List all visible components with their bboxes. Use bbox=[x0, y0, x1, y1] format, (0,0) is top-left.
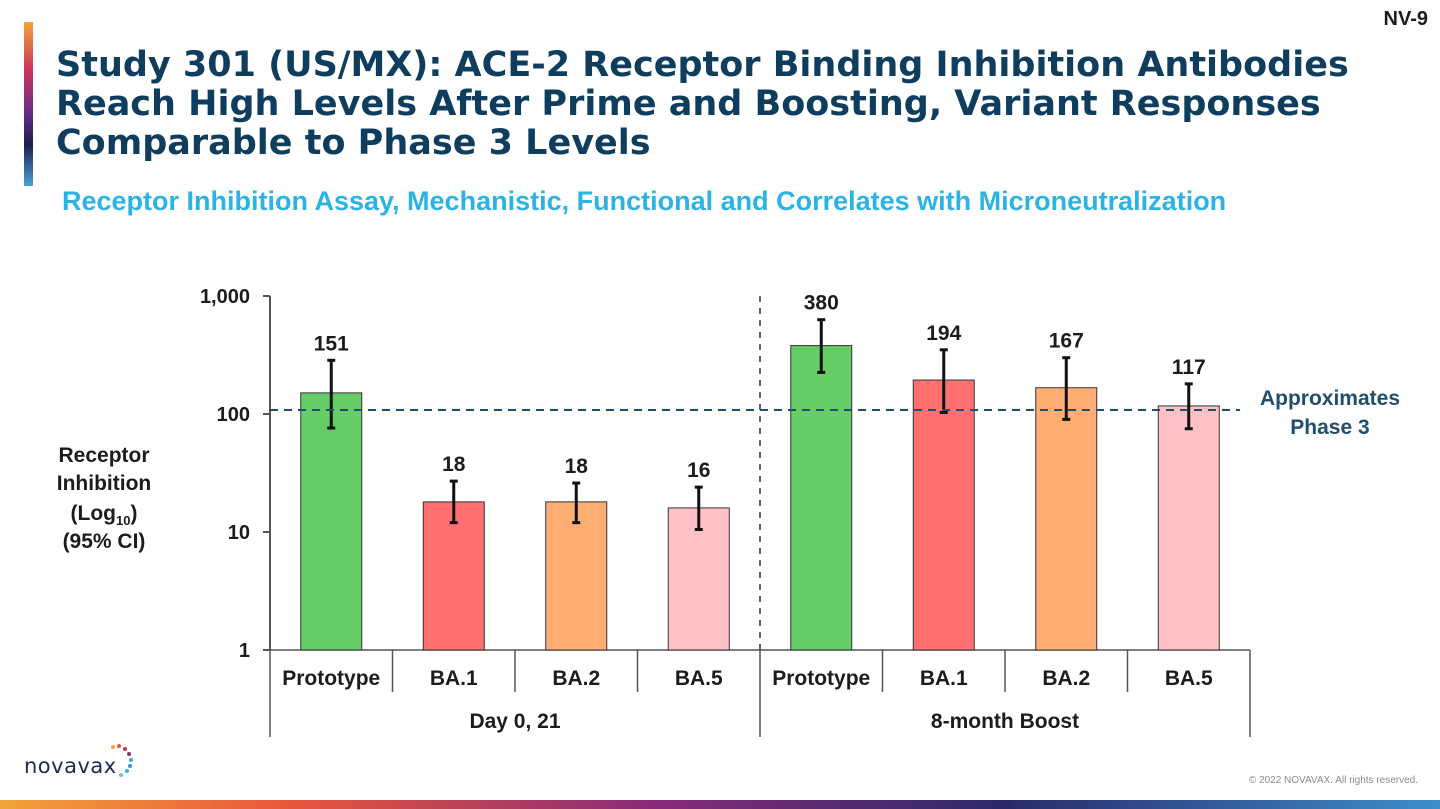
chart-bars bbox=[300, 318, 1220, 651]
title-line-2: Reach High Levels After Prime and Boosti… bbox=[56, 84, 1321, 124]
group-label: 8-month Boost bbox=[931, 710, 1079, 733]
category-label: BA.2 bbox=[552, 667, 600, 690]
category-label: BA.5 bbox=[1165, 667, 1213, 690]
y-axis-label-line-3: (Log10) bbox=[71, 502, 138, 528]
data-label: 16 bbox=[687, 459, 710, 482]
category-label: BA.1 bbox=[920, 667, 968, 690]
data-label: 194 bbox=[926, 322, 961, 345]
y-axis-label-sub: 10 bbox=[116, 513, 130, 528]
reference-line-group: Approximates Phase 3 bbox=[270, 387, 1400, 439]
copyright: © 2022 NOVAVAX. All rights reserved. bbox=[1248, 775, 1418, 786]
y-axis-label: Receptor Inhibition (Log10) (95% CI) bbox=[57, 444, 151, 553]
bar bbox=[1035, 387, 1098, 651]
data-label: 18 bbox=[565, 455, 589, 478]
category-label: Prototype bbox=[282, 667, 380, 690]
bar bbox=[1157, 405, 1220, 651]
y-axis-label-line-2: Inhibition bbox=[57, 472, 151, 495]
data-label: 167 bbox=[1049, 330, 1084, 353]
logo-text: novavax bbox=[24, 754, 117, 778]
category-label: BA.5 bbox=[675, 667, 723, 690]
slide-subtitle: Receptor Inhibition Assay, Mechanistic, … bbox=[62, 186, 1227, 216]
slide-id: NV-9 bbox=[1383, 8, 1428, 30]
y-tick-label: 1 bbox=[239, 640, 250, 662]
bottom-gradient-strip bbox=[0, 800, 1440, 809]
bar bbox=[300, 392, 363, 651]
y-tick-label: 100 bbox=[217, 404, 250, 426]
y-tick-label: 10 bbox=[228, 522, 250, 544]
y-axis-label-log: (Log bbox=[71, 502, 116, 525]
bar bbox=[545, 501, 608, 651]
y-axis-label-line-1: Receptor bbox=[58, 444, 149, 467]
bar bbox=[790, 345, 853, 651]
bar bbox=[422, 501, 485, 651]
data-label: 151 bbox=[314, 332, 349, 355]
category-label: BA.2 bbox=[1042, 667, 1090, 690]
logo-dots-icon bbox=[110, 744, 133, 777]
accent-bar bbox=[24, 22, 33, 186]
y-axis-label-line-4: (95% CI) bbox=[63, 530, 146, 553]
novavax-logo: novavax bbox=[24, 744, 135, 782]
reference-line-label-2: Phase 3 bbox=[1290, 416, 1369, 439]
y-axis-label-close: ) bbox=[130, 502, 137, 525]
data-label: 380 bbox=[804, 292, 839, 315]
reference-line-label-1: Approximates bbox=[1260, 387, 1400, 410]
data-label: 18 bbox=[442, 453, 466, 476]
group-label: Day 0, 21 bbox=[469, 710, 560, 733]
y-tick-label: 1,000 bbox=[200, 286, 250, 308]
category-label: BA.1 bbox=[430, 667, 478, 690]
bar bbox=[912, 379, 975, 651]
slide-title: Study 301 (US/MX): ACE-2 Receptor Bindin… bbox=[56, 46, 1396, 163]
title-line-3: Comparable to Phase 3 Levels bbox=[56, 123, 651, 163]
category-label: Prototype bbox=[772, 667, 870, 690]
data-label: 117 bbox=[1172, 356, 1206, 379]
title-line-1: Study 301 (US/MX): ACE-2 Receptor Bindin… bbox=[56, 45, 1349, 85]
chart-labels: 151 Prototype 18 BA.1 18 BA.2 16 BA.5 380 Prototy… bbox=[282, 292, 1213, 733]
